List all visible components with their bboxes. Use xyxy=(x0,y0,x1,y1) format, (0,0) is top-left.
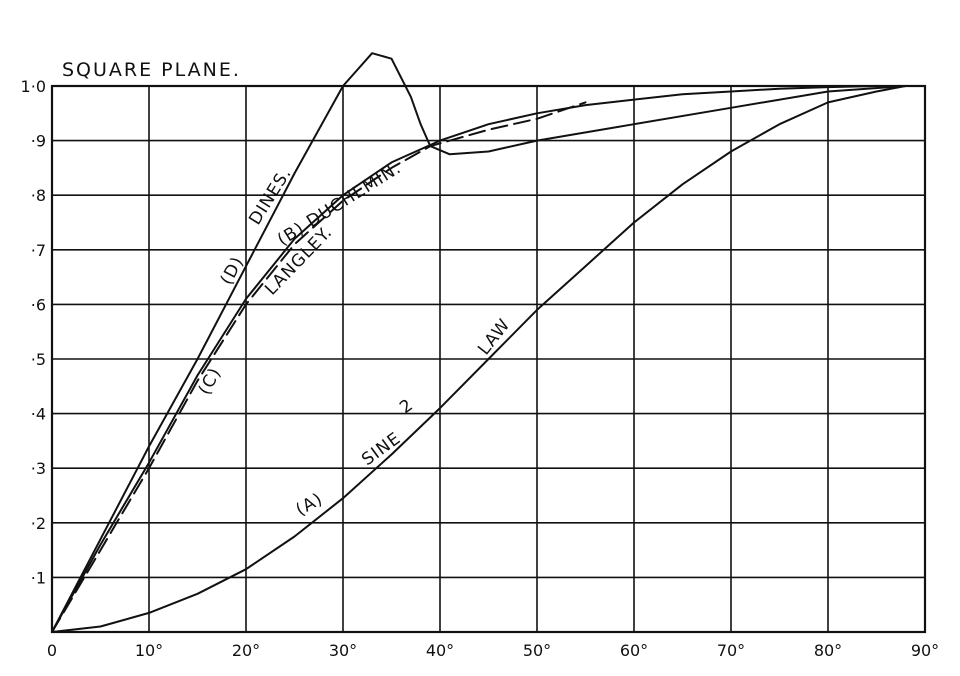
y-tick-label: ·9 xyxy=(31,132,46,151)
y-tick-label: ·7 xyxy=(31,241,46,260)
y-tick-label: ·5 xyxy=(31,350,46,369)
y-tick-label: ·4 xyxy=(31,405,46,424)
chart-title: SQUARE PLANE. xyxy=(62,59,241,81)
x-tick-label: 60° xyxy=(620,641,648,660)
y-tick-label: ·1 xyxy=(31,568,46,587)
y-tick-label: 1·0 xyxy=(21,77,46,96)
plot-frame xyxy=(50,84,927,634)
x-tick-label: 30° xyxy=(329,641,357,660)
x-tick-label: 0 xyxy=(47,641,57,660)
x-tick-label: 20° xyxy=(232,641,260,660)
annotation-c: (C) xyxy=(195,364,226,398)
annotation-duchemin: (B) DUCHEMIN. xyxy=(274,158,405,250)
y-tick-label: ·6 xyxy=(31,295,46,314)
series-line-2 xyxy=(51,101,587,633)
x-tick-label: 40° xyxy=(426,641,454,660)
series-line-0 xyxy=(51,85,907,633)
x-tick-label: 50° xyxy=(523,641,551,660)
x-axis-ticks: 0 10° 20° 30° 40° 50° 60° 70° 80° 90° xyxy=(47,641,939,660)
annotation-d: (D) xyxy=(217,253,248,288)
y-axis-ticks: ·1 ·2 ·3 ·4 ·5 ·6 ·7 ·8 ·9 1·0 xyxy=(21,77,46,587)
x-tick-label: 90° xyxy=(911,641,939,660)
series-line-3 xyxy=(51,52,907,633)
annotation-law: LAW xyxy=(474,315,515,359)
y-tick-label: ·8 xyxy=(31,186,46,205)
y-tick-label: ·2 xyxy=(31,514,46,533)
annotation-sine-exponent: 2 xyxy=(396,395,417,418)
series-line-1 xyxy=(51,85,907,633)
x-tick-label: 70° xyxy=(717,641,745,660)
x-tick-label: 10° xyxy=(135,641,163,660)
series-group xyxy=(51,52,907,633)
y-tick-label: ·3 xyxy=(31,459,46,478)
x-tick-label: 80° xyxy=(814,641,842,660)
